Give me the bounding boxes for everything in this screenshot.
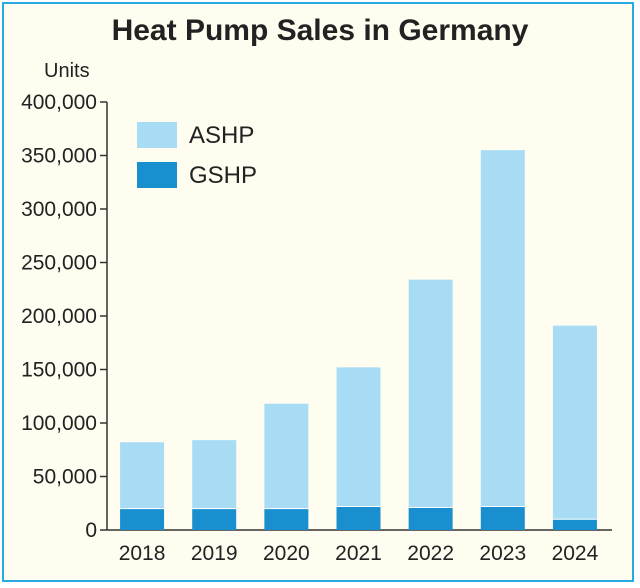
y-tick-label: 250,000	[21, 252, 97, 275]
x-tick-label: 2024	[552, 542, 599, 565]
bar-gshp-2024	[552, 519, 597, 530]
bar-gshp-2020	[264, 508, 309, 530]
legend-label-gshp: GSHP	[189, 162, 257, 189]
bar-ashp-2020	[264, 403, 309, 509]
legend-swatch-ashp	[137, 122, 177, 148]
x-tick-label: 2021	[335, 542, 382, 565]
bar-gshp-2023	[480, 506, 525, 530]
bar-ashp-2023	[480, 150, 525, 507]
bars	[120, 150, 597, 530]
bar-ashp-2021	[336, 367, 381, 507]
x-tick-label: 2022	[407, 542, 454, 565]
y-tick-label: 300,000	[21, 198, 97, 221]
y-tick-label: 200,000	[21, 305, 97, 328]
bar-gshp-2022	[408, 507, 453, 530]
y-tick-label: 50,000	[33, 466, 97, 489]
y-tick-label: 0	[85, 519, 97, 542]
y-tick-label: 400,000	[21, 91, 97, 114]
x-tick-label: 2018	[119, 542, 166, 565]
bar-gshp-2019	[192, 508, 237, 530]
x-tick-label: 2023	[479, 542, 526, 565]
legend: ASHP GSHP	[137, 122, 257, 189]
bar-ashp-2024	[552, 325, 597, 520]
legend-label-ashp: ASHP	[189, 122, 254, 149]
bar-ashp-2019	[192, 440, 237, 509]
y-tick-label: 350,000	[21, 145, 97, 168]
legend-swatch-gshp	[137, 162, 177, 188]
chart-title: Heat Pump Sales in Germany	[111, 14, 529, 47]
x-tick-label: 2019	[191, 542, 238, 565]
bar-ashp-2022	[408, 279, 453, 508]
x-tick-label: 2020	[263, 542, 310, 565]
axes: 0 50,000 100,000 150,000 200,000 250,000 300,0…	[21, 91, 612, 565]
y-tick-label: 150,000	[21, 359, 97, 382]
bar-gshp-2021	[336, 506, 381, 530]
bar-ashp-2018	[120, 442, 165, 509]
bar-gshp-2018	[120, 508, 165, 530]
y-axis-units-label: Units	[44, 60, 90, 82]
y-tick-label: 100,000	[21, 412, 97, 435]
